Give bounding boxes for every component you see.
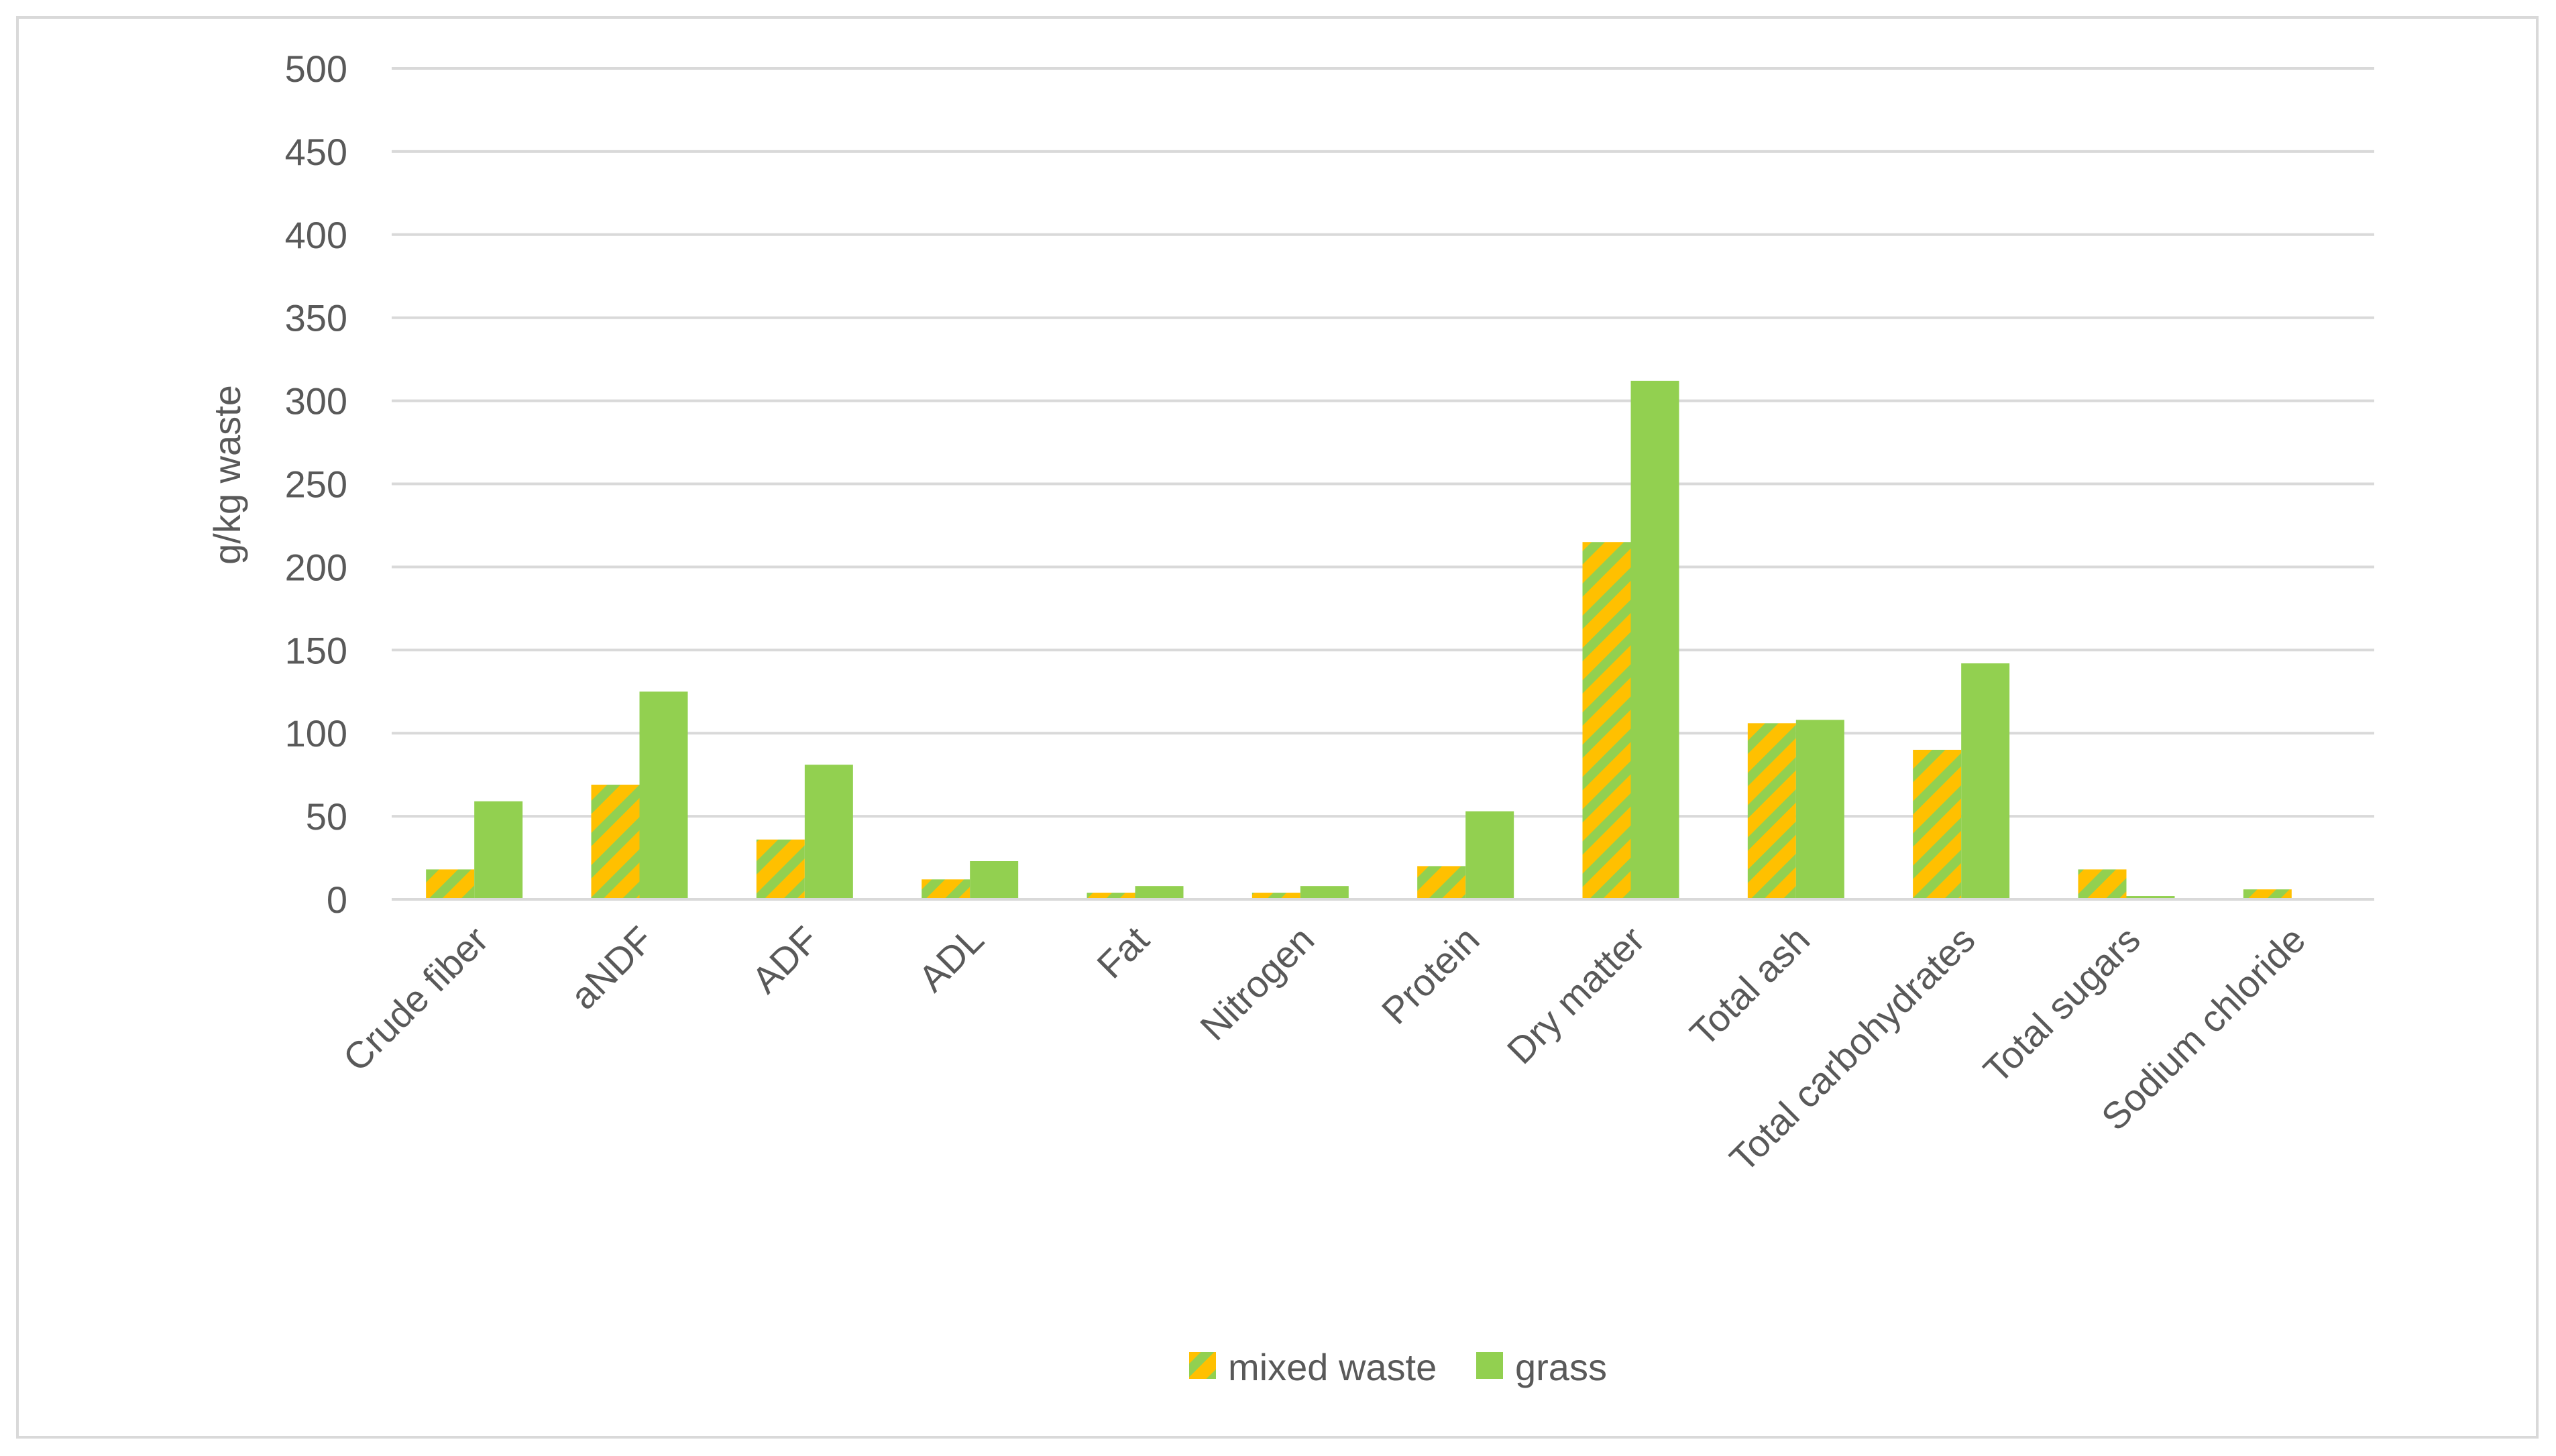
legend-swatch-mixed-waste xyxy=(1189,1352,1216,1379)
bar-mixed-waste-andf xyxy=(591,785,640,899)
bar-mixed-waste-adf xyxy=(756,839,805,899)
bar-grass-protein xyxy=(1465,811,1514,899)
x-axis-tick-labels: Crude fiber aNDF ADF ADL Fat Nitrogen Protein D… xyxy=(335,918,2313,1180)
bars xyxy=(426,380,2292,899)
bar-grass-andf xyxy=(639,691,688,899)
legend-swatch-grass xyxy=(1476,1352,1503,1379)
y-tick-label: 50 xyxy=(306,795,347,838)
bar-mixed-waste-nitrogen xyxy=(1252,893,1300,899)
x-tick-label-andf: aNDF xyxy=(562,918,661,1017)
bar-grass-total-ash xyxy=(1795,720,1844,899)
bar-mixed-waste-sodium-chloride xyxy=(2243,889,2292,899)
bar-grass-crude-fiber xyxy=(474,801,523,899)
bar-mixed-waste-fat xyxy=(1087,893,1135,899)
x-tick-label-adf: ADF xyxy=(744,918,827,1001)
x-tick-label-crude-fiber: Crude fiber xyxy=(335,918,496,1079)
bar-mixed-waste-total-carbohydrates xyxy=(1913,749,1962,899)
gridlines xyxy=(392,67,2374,818)
legend-label-mixed-waste: mixed waste xyxy=(1228,1346,1437,1388)
x-tick-label-protein: Protein xyxy=(1374,918,1488,1032)
y-tick-label: 100 xyxy=(285,712,347,754)
x-tick-label-fat: Fat xyxy=(1089,918,1157,987)
bar-chart: 0 50 100 150 200 250 300 350 400 450 500 Crude fib… xyxy=(206,48,2374,1388)
bar-mixed-waste-total-ash xyxy=(1747,723,1796,899)
y-tick-label: 150 xyxy=(285,629,347,671)
bar-mixed-waste-dry-matter xyxy=(1582,542,1631,899)
bar-mixed-waste-total-sugars xyxy=(2078,869,2127,899)
y-tick-label: 500 xyxy=(285,48,347,90)
bar-grass-total-carbohydrates xyxy=(1961,663,2010,899)
bar-mixed-waste-crude-fiber xyxy=(426,869,475,899)
y-tick-label: 0 xyxy=(327,879,347,921)
bar-grass-nitrogen xyxy=(1300,886,1349,899)
x-tick-label-adl: ADL xyxy=(910,918,992,1000)
bar-grass-adf xyxy=(804,765,853,899)
x-tick-label-total-ash: Total ash xyxy=(1681,918,1818,1054)
y-axis-label: g/kg waste xyxy=(206,385,248,565)
y-tick-label: 450 xyxy=(285,131,347,173)
x-tick-label-dry-matter: Dry matter xyxy=(1499,918,1653,1072)
bar-mixed-waste-adl xyxy=(922,879,970,899)
bar-grass-adl xyxy=(970,861,1019,899)
legend: mixed waste grass xyxy=(1189,1346,1607,1388)
bar-grass-dry-matter xyxy=(1630,380,1679,899)
chart-frame: 0 50 100 150 200 250 300 350 400 450 500 Crude fib… xyxy=(16,16,2539,1439)
legend-label-grass: grass xyxy=(1515,1346,1607,1388)
bar-mixed-waste-protein xyxy=(1417,866,1466,899)
bar-grass-total-sugars xyxy=(2126,896,2175,899)
y-tick-label: 400 xyxy=(285,214,347,256)
x-tick-label-nitrogen: Nitrogen xyxy=(1192,918,1322,1048)
bar-grass-fat xyxy=(1135,886,1184,899)
y-axis-tick-labels: 0 50 100 150 200 250 300 350 400 450 500 xyxy=(285,48,347,921)
y-tick-label: 250 xyxy=(285,463,347,506)
y-tick-label: 200 xyxy=(285,546,347,588)
x-tick-label-total-sugars: Total sugars xyxy=(1975,918,2148,1091)
y-tick-label: 300 xyxy=(285,380,347,423)
y-tick-label: 350 xyxy=(285,297,347,339)
